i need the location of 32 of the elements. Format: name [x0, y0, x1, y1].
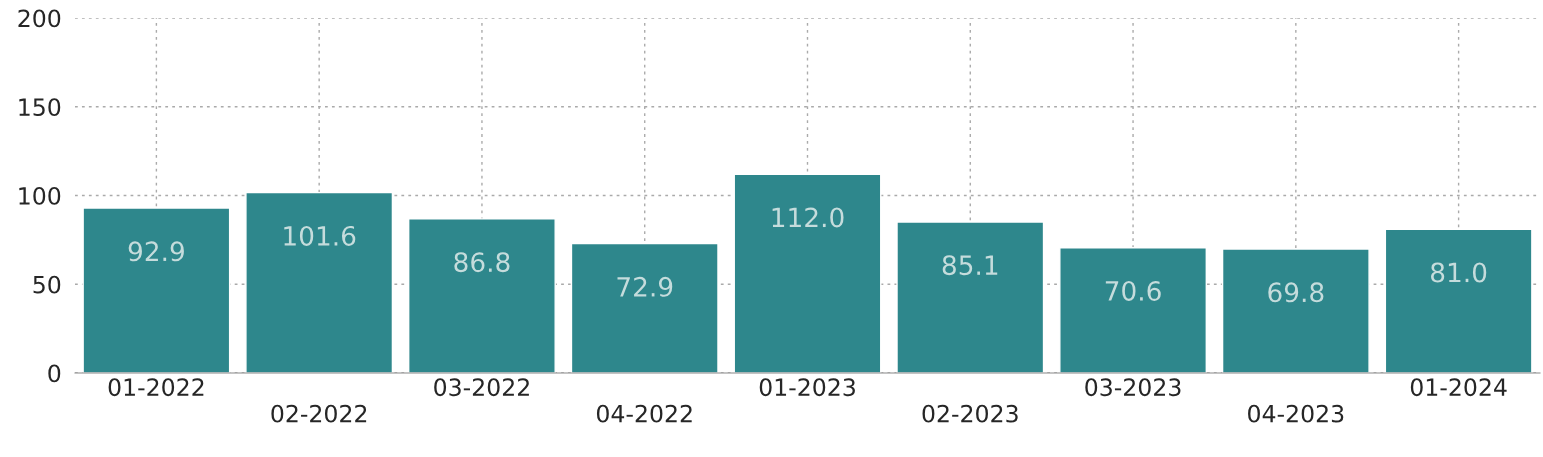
y-tick-label: 100 — [19, 186, 61, 205]
x-tick-label: 02-2023 — [922, 404, 1018, 423]
bar — [1221, 248, 1370, 373]
y-tick-label: 150 — [19, 98, 61, 117]
x-tick-label: 01-2023 — [759, 378, 855, 397]
data-label: 72.9 — [617, 276, 673, 297]
y-tick-label: 0 — [48, 364, 61, 383]
data-label: 86.8 — [454, 252, 510, 273]
x-tick-label: 04-2023 — [1248, 404, 1344, 423]
data-label: 92.9 — [128, 241, 184, 262]
bar — [82, 207, 231, 373]
x-tick-label: 04-2022 — [596, 404, 692, 423]
bar — [245, 191, 394, 373]
bar — [733, 173, 882, 373]
y-tick-label: 200 — [18, 9, 61, 28]
data-label: 70.6 — [1105, 280, 1161, 301]
x-tick-label: 02-2022 — [271, 404, 367, 423]
data-label: 101.6 — [284, 225, 356, 246]
bar — [407, 218, 556, 373]
data-label: 112.0 — [772, 207, 844, 228]
data-label: 81.0 — [1431, 262, 1487, 283]
bar — [570, 242, 719, 373]
bar — [1059, 246, 1208, 373]
bar — [896, 221, 1045, 373]
bar — [1384, 228, 1533, 373]
x-tick-label: 03-2023 — [1085, 378, 1181, 397]
y-tick-label: 50 — [33, 275, 61, 294]
data-label: 69.8 — [1268, 282, 1324, 303]
x-tick-label: 01-2022 — [108, 378, 204, 397]
x-tick-label: 01-2024 — [1410, 378, 1507, 397]
data-label: 85.1 — [942, 255, 998, 276]
x-tick-label: 03-2022 — [434, 378, 529, 397]
